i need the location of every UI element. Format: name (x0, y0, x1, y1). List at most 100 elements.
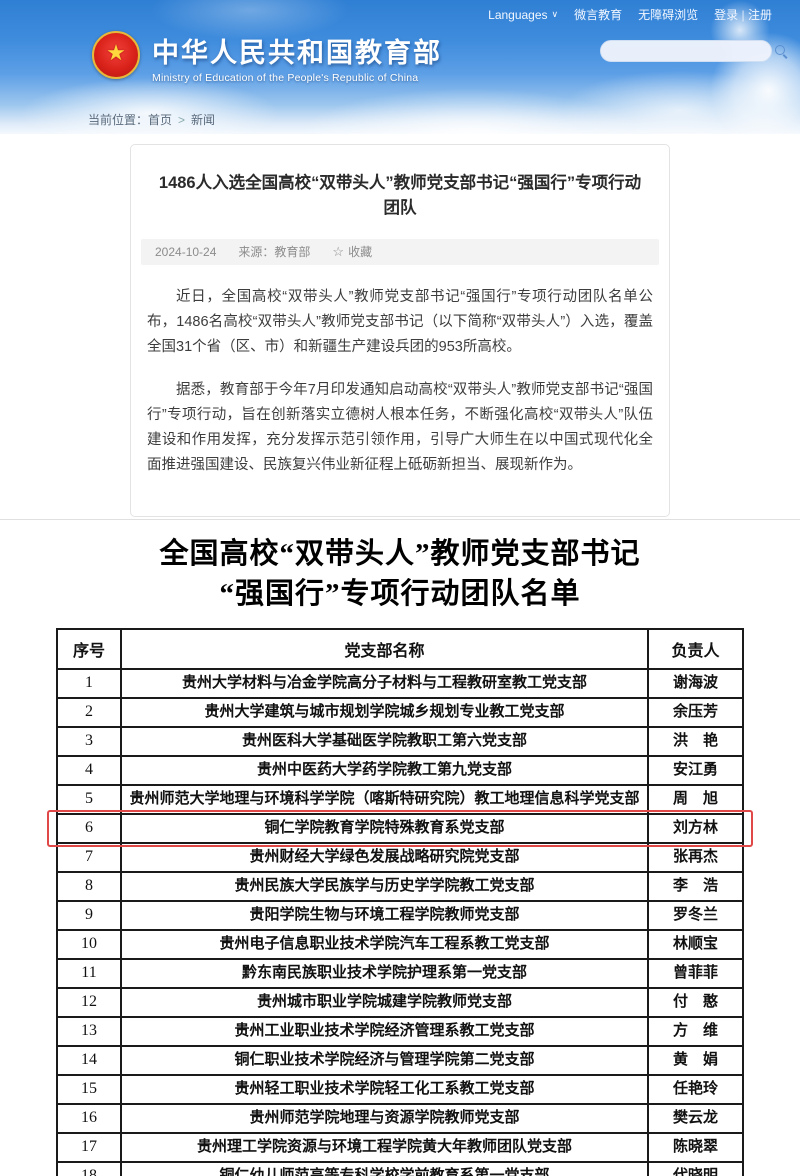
cell-branch-name: 贵州工业职业技术学院经济管理系教工党支部 (120, 1015, 649, 1047)
table-header-row: 序号 党支部名称 负责人 (56, 627, 744, 670)
table-row: 10 贵州电子信息职业技术学院汽车工程系教工党支部 林顺宝 (56, 928, 744, 960)
separator: | (741, 8, 745, 22)
favorite-label: 收藏 (348, 245, 373, 259)
breadcrumb-separator: > (178, 113, 186, 127)
cell-branch-name: 贵州中医药大学药学院教工第九党支部 (120, 754, 649, 786)
cell-leader-name: 曾菲菲 (647, 957, 744, 989)
cell-leader-name: 洪 艳 (647, 725, 744, 757)
cell-leader-name: 付 憨 (647, 986, 744, 1018)
cell-index: 2 (56, 696, 122, 728)
cell-leader-name: 刘方林 (647, 812, 744, 844)
table-row: 3 贵州医科大学基础医学院教职工第六党支部洪 艳 (56, 725, 744, 757)
cell-leader-name: 罗冬兰 (647, 899, 744, 931)
cell-index: 5 (56, 783, 122, 815)
cell-branch-name: 黔东南民族职业技术学院护理系第一党支部 (120, 957, 649, 989)
article-date: 2024-10-24 (155, 244, 217, 259)
cell-leader-name: 方 维 (647, 1015, 744, 1047)
cell-branch-name: 贵阳学院生物与环境工程学院教师党支部 (120, 899, 649, 931)
site-brand: ★ 中华人民共和国教育部 Ministry of Education of th… (92, 31, 800, 84)
cell-leader-name: 林顺宝 (647, 928, 744, 960)
roster-table-wrapper: 序号 党支部名称 负责人 1 贵州大学材料与冶金学院高分子材料与工程教研室教工党支… (47, 627, 753, 1176)
col-header-leader: 负责人 (647, 627, 744, 670)
table-row: 1 贵州大学材料与冶金学院高分子材料与工程教研室教工党支部 谢海波 (56, 667, 744, 699)
star-icon: ☆ (332, 243, 345, 259)
article-section: 1486人入选全国高校“双带头人”教师党支部书记“强国行”专项行动团队 2024… (0, 134, 800, 517)
cell-branch-name: 铜仁学院教育学院特殊教育系党支部 (120, 812, 649, 844)
link-accessible-browsing[interactable]: 无障碍浏览 (638, 8, 699, 22)
roster-title-line1: 全国高校“双带头人”教师党支部书记 (159, 537, 641, 570)
cell-index: 17 (56, 1131, 122, 1163)
cell-index: 1 (56, 667, 122, 699)
cell-branch-name: 贵州师范大学地理与环境科学学院（喀斯特研究院）教工地理信息科学党支部 (120, 783, 649, 815)
cell-leader-name: 陈晓翠 (647, 1131, 744, 1163)
search-box[interactable] (600, 40, 785, 62)
cell-branch-name: 贵州财经大学绿色发展战略研究院党支部 (120, 841, 649, 873)
star-icon: ★ (106, 40, 126, 66)
roster-table: 序号 党支部名称 负责人 1 贵州大学材料与冶金学院高分子材料与工程教研室教工党支… (56, 627, 744, 1176)
cell-leader-name: 谢海波 (647, 667, 744, 699)
login-link[interactable]: 登录 (714, 8, 739, 22)
cell-branch-name: 贵州民族大学民族学与历史学学院教工党支部 (120, 870, 649, 902)
table-row: 5 贵州师范大学地理与环境科学学院（喀斯特研究院）教工地理信息科学党支部周 旭 (56, 783, 744, 815)
table-row: 7 贵州财经大学绿色发展战略研究院党支部 张再杰 (56, 841, 744, 873)
cell-branch-name: 贵州城市职业学院城建学院教师党支部 (120, 986, 649, 1018)
cell-index: 10 (56, 928, 122, 960)
cell-branch-name: 贵州轻工职业技术学院轻工化工系教工党支部 (120, 1073, 649, 1105)
table-row: 15 贵州轻工职业技术学院轻工化工系教工党支部 任艳玲 (56, 1073, 744, 1105)
cell-leader-name: 张再杰 (647, 841, 744, 873)
col-header-branch: 党支部名称 (120, 627, 649, 670)
cell-index: 8 (56, 870, 122, 902)
cell-index: 15 (56, 1073, 122, 1105)
language-menu-label[interactable]: Languages (488, 7, 548, 22)
language-menu[interactable]: Languages ∨ (488, 8, 558, 22)
table-row: 12 贵州城市职业学院城建学院教师党支部付 憨 (56, 986, 744, 1018)
cell-index: 9 (56, 899, 122, 931)
article-paragraph: 近日，全国高校“双带头人”教师党支部书记“强国行”专项行动团队名单公布，1486… (147, 288, 653, 355)
cell-index: 18 (56, 1160, 122, 1176)
cell-leader-name: 任艳玲 (647, 1073, 744, 1105)
article-body: 近日，全国高校“双带头人”教师党支部书记“强国行”专项行动团队名单公布，1486… (141, 265, 659, 500)
favorite-button[interactable]: ☆ 收藏 (332, 243, 372, 260)
cell-index: 14 (56, 1044, 122, 1076)
cell-index: 11 (56, 957, 122, 989)
cell-leader-name: 安江勇 (647, 754, 744, 786)
cell-branch-name: 贵州师范学院地理与资源学院教师党支部 (120, 1102, 649, 1134)
chevron-down-icon: ∨ (551, 9, 559, 19)
breadcrumb-current[interactable]: 新闻 (191, 113, 216, 127)
cell-branch-name: 贵州大学材料与冶金学院高分子材料与工程教研室教工党支部 (120, 667, 649, 699)
cell-leader-name: 黄 娟 (647, 1044, 744, 1076)
article-title: 1486人入选全国高校“双带头人”教师党支部书记“强国行”专项行动团队 (158, 174, 642, 217)
register-link[interactable]: 注册 (747, 8, 772, 22)
col-header-index: 序号 (56, 627, 122, 670)
cloud-decoration (20, 78, 280, 134)
table-row: 11 黔东南民族职业技术学院护理系第一党支部 曾菲菲 (56, 957, 744, 989)
search-input[interactable] (601, 42, 772, 60)
table-row: 17 贵州理工学院资源与环境工程学院黄大年教师团队党支部 陈晓翠 (56, 1131, 744, 1163)
cell-index: 16 (56, 1102, 122, 1134)
roster-section: 全国高校“双带头人”教师党支部书记 “强国行”专项行动团队名单 序号 党支部名称… (0, 519, 800, 1176)
cell-leader-name: 李 浩 (647, 870, 744, 902)
cell-index: 7 (56, 841, 122, 873)
breadcrumb-label: 当前位置： (88, 113, 149, 127)
table-row: 2 贵州大学建筑与城市规划学院城乡规划专业教工党支部 余压芳 (56, 696, 744, 728)
breadcrumb: 当前位置：首页 > 新闻 (88, 111, 215, 128)
breadcrumb-home-link[interactable]: 首页 (148, 113, 173, 127)
link-weiyan-jiaoyu[interactable]: 微言教育 (574, 8, 623, 22)
cell-leader-name: 代晓明 (647, 1160, 744, 1176)
site-header-banner: Languages ∨ 微言教育 无障碍浏览 登录 | 注册 ★ 中华人民共和国… (0, 0, 800, 134)
cell-index: 3 (56, 725, 122, 757)
section-divider (0, 518, 800, 520)
site-subtitle: Ministry of Education of the People's Re… (152, 72, 419, 84)
top-utility-bar: Languages ∨ 微言教育 无障碍浏览 登录 | 注册 (0, 0, 800, 23)
cell-branch-name: 贵州理工学院资源与环境工程学院黄大年教师团队党支部 (120, 1131, 649, 1163)
cell-index: 13 (56, 1015, 122, 1047)
article-card: 1486人入选全国高校“双带头人”教师党支部书记“强国行”专项行动团队 2024… (130, 144, 670, 517)
table-row: 4 贵州中医药大学药学院教工第九党支部 安江勇 (56, 754, 744, 786)
roster-table-body: 1 贵州大学材料与冶金学院高分子材料与工程教研室教工党支部 谢海波 2 贵州大学建筑与城… (56, 667, 744, 1176)
table-row: 8 贵州民族大学民族学与历史学学院教工党支部李 浩 (56, 870, 744, 902)
table-row: 9 贵阳学院生物与环境工程学院教师党支部 罗冬兰 (56, 899, 744, 931)
site-title: 中华人民共和国教育部 (152, 38, 442, 68)
table-row: 13 贵州工业职业技术学院经济管理系教工党支部方 维 (56, 1015, 744, 1047)
cell-leader-name: 余压芳 (647, 696, 744, 728)
national-emblem-logo: ★ (92, 31, 140, 79)
